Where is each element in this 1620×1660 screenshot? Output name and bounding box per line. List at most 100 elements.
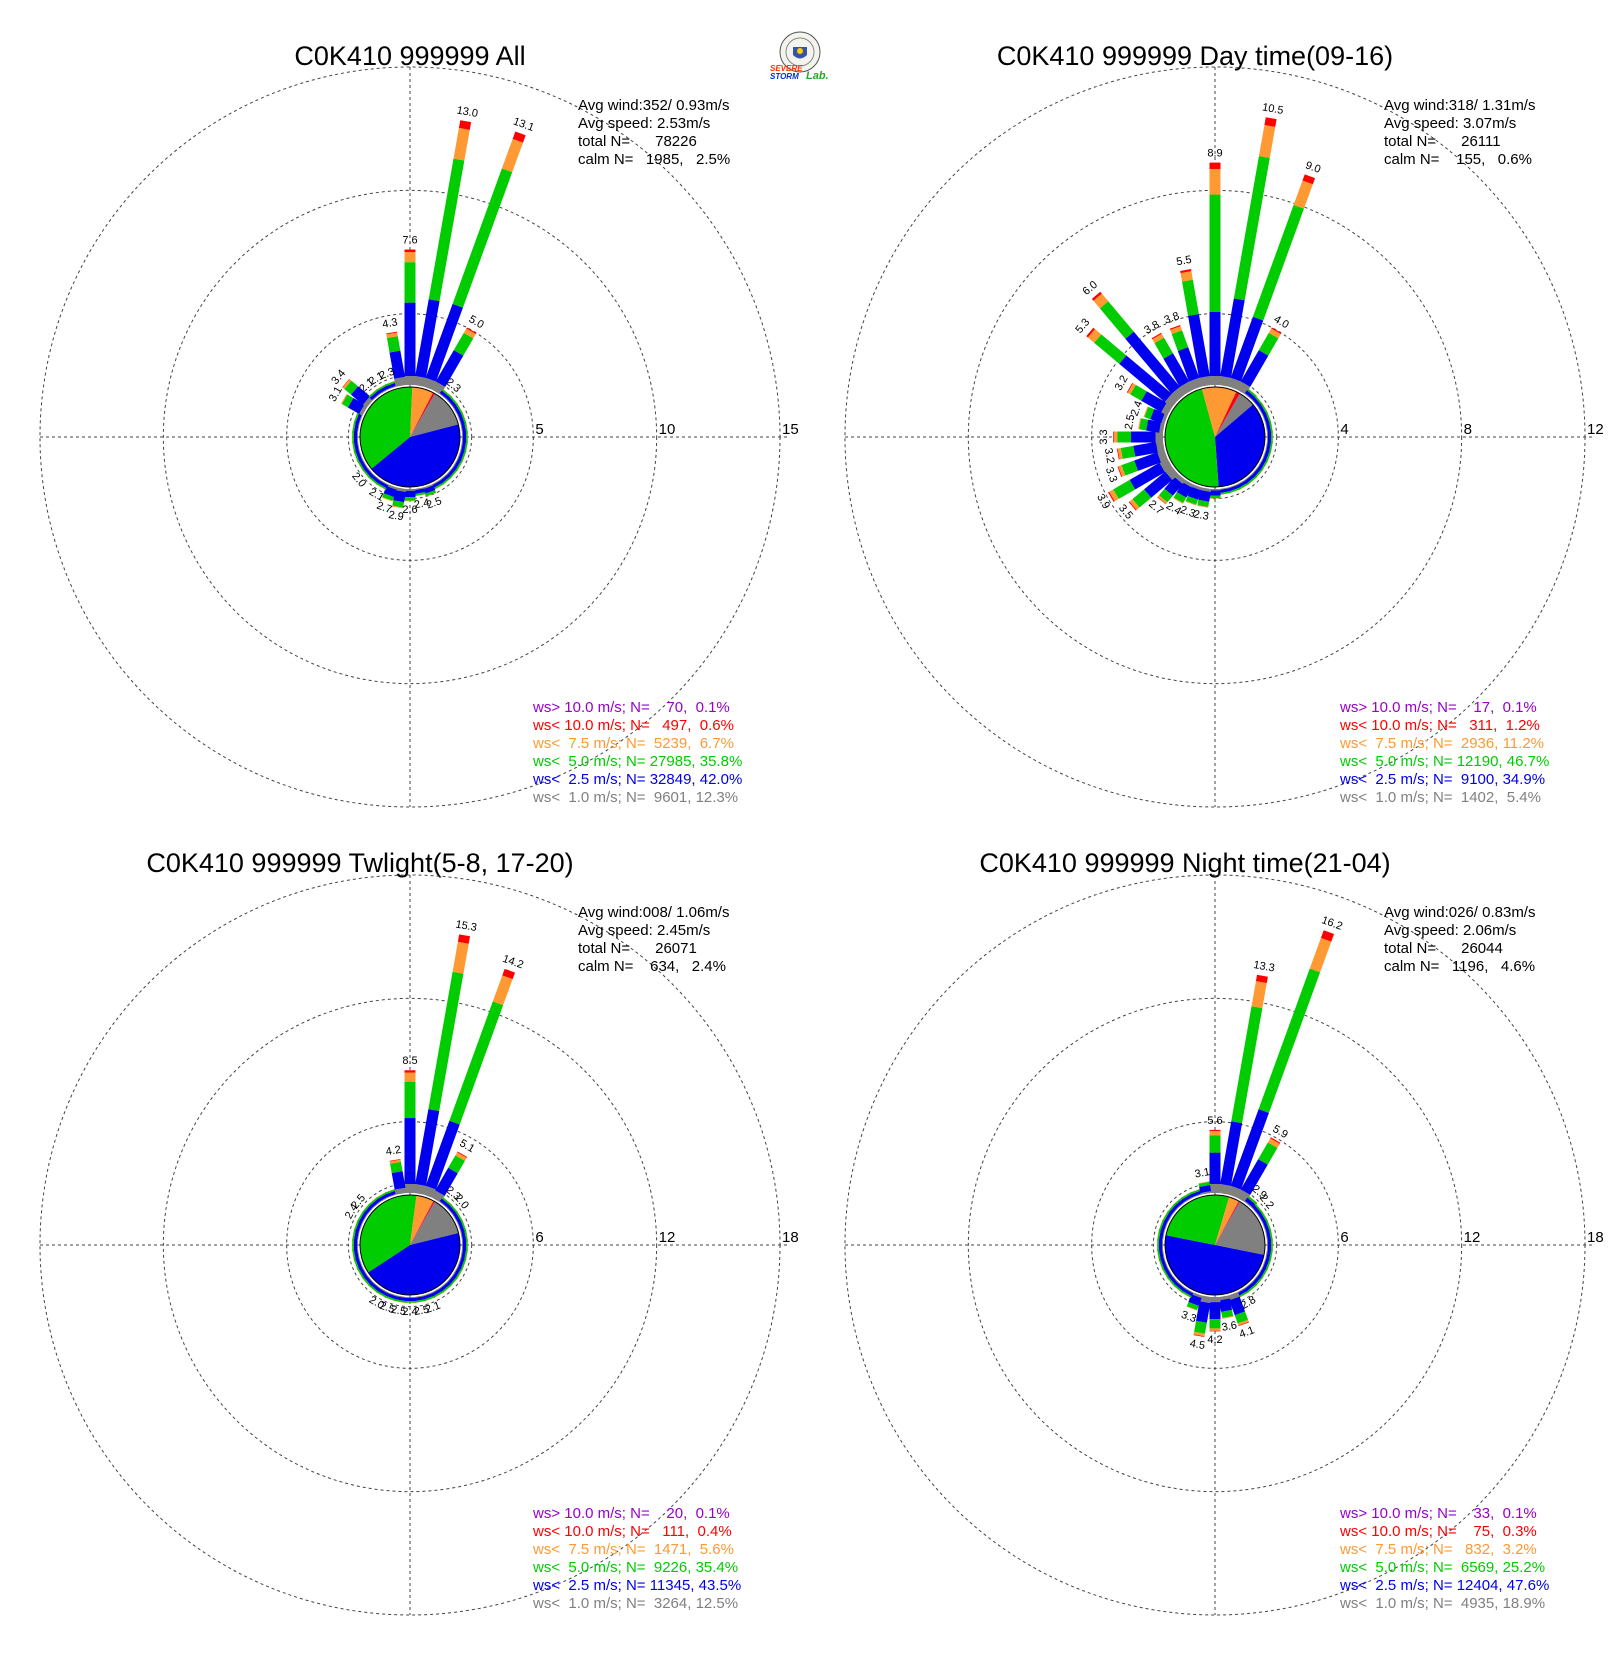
bar-segment [1251,398,1260,408]
legend-lt5: ws< 5.0 m/s; N= 6569, 25.2% [1339,1559,1545,1576]
bar-segment [502,968,516,980]
ring-tick-labels: 6 12 18 [1340,1229,1603,1246]
bar-segment [1267,1138,1280,1148]
bar-value-label: 2.3 [1193,508,1210,522]
wind-bar-190 [1193,1295,1212,1338]
stats-box: Avg wind:318/ 1.31m/s Avg speed: 3.07m/s… [1384,97,1535,168]
bar-segment [1170,326,1183,335]
bar-segment [376,384,386,390]
bar-segment [460,1230,464,1242]
bar-segment [358,413,364,425]
bar-segment [462,411,467,423]
bar-segment [1193,1334,1205,1338]
avg-speed-text: Avg speed: 2.53m/s [578,115,710,132]
bar-segment [449,1001,504,1125]
bar-segment [442,1197,452,1205]
bar-segment [404,376,416,385]
wind-bar-320 [1173,1197,1186,1209]
wind-bar-90 [462,431,468,443]
bar-segment [1254,1203,1263,1214]
bar-segment [1261,449,1267,461]
bar-segment [1247,1285,1257,1293]
bar-segment [1160,1257,1168,1270]
wind-bar-340 [1189,1188,1203,1199]
bar-segment [460,451,467,462]
bar-value-label: 10.5 [1261,101,1284,117]
bar-segment [1218,375,1232,387]
bar-segment [351,1249,355,1261]
bar-segment [1188,313,1210,378]
bar-segment [450,395,458,405]
bar-segment [395,1295,407,1299]
wind-bar-310 [362,1203,374,1216]
bar-segment [441,1197,452,1206]
bar-segment [1185,501,1197,506]
bar-segment [1258,1212,1267,1224]
wind-bar-350 [1180,269,1212,387]
bar-segment [465,421,469,433]
bar-segment [1251,1274,1260,1284]
bar-segment [1129,462,1165,490]
bar-segment [1267,1219,1272,1231]
bar-segment [446,466,457,478]
bar-segment [423,485,436,494]
bar-segment [1117,448,1123,460]
bar-segment [463,328,476,339]
wind-bar-180 [1209,489,1221,499]
legend-lt1: ws< 1.0 m/s; N= 3264, 12.5% [532,1595,738,1612]
bar-segment [1191,1291,1203,1298]
bar-segment [1240,1159,1268,1195]
bar-segment [465,441,469,453]
bar-segment [393,490,406,503]
bar-segment [1254,1276,1263,1287]
bar-segment [394,376,407,387]
bar-segment [404,302,416,376]
bar-segment [1156,1249,1160,1261]
bar-segment [368,389,379,398]
bar-segment [1262,403,1268,413]
bar-segment [371,473,381,482]
wind-bar-60 [452,403,463,416]
bar-segment [1176,1281,1186,1290]
bar-segment [464,421,468,433]
bar-segment [357,431,358,443]
bar-segment [457,1220,465,1233]
wind-bar-250 [1158,1257,1169,1271]
wind-bar-280 [351,421,360,434]
bar-segment [462,1219,467,1231]
legend-lt10: ws< 10.0 m/s; N= 75, 0.3% [1339,1523,1537,1540]
bar-segment [457,461,463,471]
bar-segment [1158,1229,1164,1242]
wind-bar-70 [1261,411,1272,425]
bar-segment [1187,486,1202,500]
bar-segment [1262,461,1268,471]
pie-slice [368,1233,461,1295]
bar-segment [1155,440,1165,453]
bar-segment [1113,431,1115,443]
bar-segment [404,497,416,501]
bar-segment [1181,1290,1192,1298]
bar-segment [1168,1274,1179,1286]
bar-segment [394,1299,406,1303]
bar-segment [414,1300,426,1304]
avg-speed-text: Avg speed: 2.45m/s [578,922,710,939]
wind-bar-290 [1143,406,1169,425]
bar-segment [1138,418,1142,430]
bar-segment [368,476,379,485]
bar-segment [342,379,352,390]
wind-bar-170 [1218,1295,1234,1319]
bar-segment [1087,329,1102,343]
legend-gt10: ws> 10.0 m/s; N= 33, 0.1% [1339,1505,1537,1522]
total-n-text: total N= 26111 [1384,133,1501,150]
bar-segment [446,1274,455,1284]
wind-bar-70 [456,411,467,425]
bar-segment [1255,1277,1263,1287]
logo-star [797,48,803,54]
wind-bar-40 [439,1197,452,1209]
bar-segment [1191,1193,1203,1199]
bar-segment [363,466,374,478]
pie-slice [1215,393,1240,437]
bar-segment [404,1118,416,1184]
bar-segment [358,1212,367,1224]
wind-bar-350 [386,331,407,387]
